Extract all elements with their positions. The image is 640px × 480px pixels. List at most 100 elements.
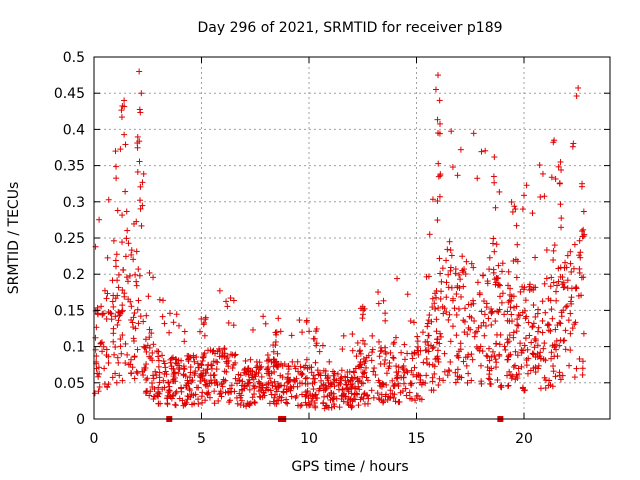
data-point [345, 388, 352, 395]
data-point [375, 289, 382, 296]
data-point [510, 257, 517, 264]
data-point [492, 318, 499, 325]
data-point [116, 312, 123, 319]
data-point [505, 382, 512, 389]
data-point [287, 376, 294, 383]
data-point [509, 208, 516, 215]
data-point [543, 275, 550, 282]
data-point [534, 310, 541, 317]
data-point [112, 370, 119, 377]
data-point [124, 227, 131, 234]
data-point [123, 235, 130, 242]
data-point [122, 253, 129, 260]
data-point [573, 365, 580, 372]
data-point [330, 395, 337, 402]
data-point [264, 357, 271, 364]
data-point [122, 359, 129, 366]
data-point [268, 358, 275, 365]
data-point [209, 362, 216, 369]
data-point [138, 222, 145, 229]
data-point [274, 350, 281, 357]
data-point [463, 362, 470, 369]
data-point [113, 175, 120, 182]
data-point [113, 251, 120, 258]
data-point [549, 315, 556, 322]
data-point [199, 389, 206, 396]
data-point [560, 307, 567, 314]
data-point [444, 246, 451, 253]
data-point [456, 271, 463, 278]
data-point [437, 270, 444, 277]
data-point [326, 392, 333, 399]
data-point [461, 329, 468, 336]
data-point [125, 361, 132, 368]
data-point [166, 329, 173, 336]
data-point [211, 388, 218, 395]
data-point [91, 390, 98, 397]
data-point [117, 146, 124, 153]
data-point [237, 372, 244, 379]
data-point [134, 346, 141, 353]
data-point [455, 354, 462, 361]
data-point [184, 396, 191, 403]
data-point [113, 379, 120, 386]
data-point [321, 393, 328, 400]
data-point [108, 316, 115, 323]
data-point [288, 385, 295, 392]
data-point [208, 379, 215, 386]
data-point [246, 379, 253, 386]
data-point [411, 364, 418, 371]
data-point [265, 386, 272, 393]
data-point [447, 264, 454, 271]
data-point [110, 303, 117, 310]
data-point [567, 260, 574, 267]
data-point [534, 350, 541, 357]
data-point [115, 284, 122, 291]
data-point [190, 352, 197, 359]
data-point [525, 355, 532, 362]
data-point [433, 294, 440, 301]
data-point [526, 332, 533, 339]
data-point [426, 312, 433, 319]
data-point [361, 369, 368, 376]
data-point [443, 309, 450, 316]
data-point [348, 390, 355, 397]
data-point [429, 378, 436, 385]
data-point [435, 160, 442, 167]
x-tick-label: 10 [300, 431, 318, 447]
data-point [462, 270, 469, 277]
data-point [556, 180, 563, 187]
data-point [115, 359, 122, 366]
data-point [278, 382, 285, 389]
data-point [204, 366, 211, 373]
data-point [376, 396, 383, 403]
data-point [150, 274, 157, 281]
data-point [128, 251, 135, 258]
data-point [246, 386, 253, 393]
data-point [491, 154, 498, 161]
data-point [94, 304, 101, 311]
data-point [468, 260, 475, 267]
data-point [529, 323, 536, 330]
data-point [303, 319, 310, 326]
data-point [302, 399, 309, 406]
data-point [110, 292, 117, 299]
data-point [279, 374, 286, 381]
data-point [338, 367, 345, 374]
data-point [391, 381, 398, 388]
data-point [160, 377, 167, 384]
data-point [140, 372, 147, 379]
data-point [260, 313, 267, 320]
data-point [342, 373, 349, 380]
y-tick-label: 0.3 [63, 195, 85, 211]
data-point [347, 381, 354, 388]
data-point [468, 314, 475, 321]
data-point [376, 353, 383, 360]
data-point [501, 311, 508, 318]
data-point [354, 376, 361, 383]
data-point [565, 317, 572, 324]
data-point [285, 362, 292, 369]
data-point [398, 349, 405, 356]
data-point [564, 277, 571, 284]
